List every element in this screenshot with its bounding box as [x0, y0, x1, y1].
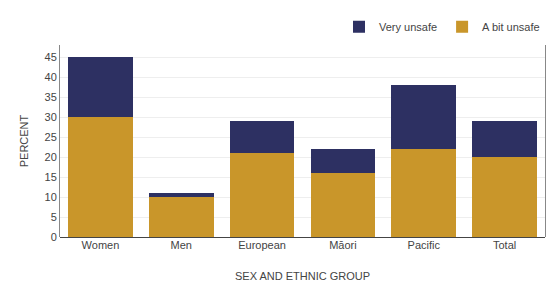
svg-text:SEX AND ETHNIC GROUP: SEX AND ETHNIC GROUP: [235, 270, 370, 282]
svg-text:25: 25: [45, 131, 57, 143]
svg-text:0: 0: [51, 231, 57, 243]
svg-text:Men: Men: [171, 239, 192, 251]
svg-text:40: 40: [45, 71, 57, 83]
svg-text:Pacific: Pacific: [408, 239, 441, 251]
svg-text:European: European: [238, 239, 286, 251]
svg-text:Māori: Māori: [329, 239, 357, 251]
svg-text:20: 20: [45, 151, 57, 163]
svg-text:45: 45: [45, 51, 57, 63]
svg-text:Very unsafe: Very unsafe: [379, 21, 437, 33]
svg-text:35: 35: [45, 91, 57, 103]
svg-text:10: 10: [45, 191, 57, 203]
svg-text:Women: Women: [82, 239, 120, 251]
svg-text:5: 5: [51, 211, 57, 223]
svg-text:PERCENT: PERCENT: [18, 114, 30, 167]
svg-text:15: 15: [45, 171, 57, 183]
svg-text:Total: Total: [493, 239, 516, 251]
svg-text:A bit unsafe: A bit unsafe: [482, 21, 540, 33]
svg-text:30: 30: [45, 111, 57, 123]
